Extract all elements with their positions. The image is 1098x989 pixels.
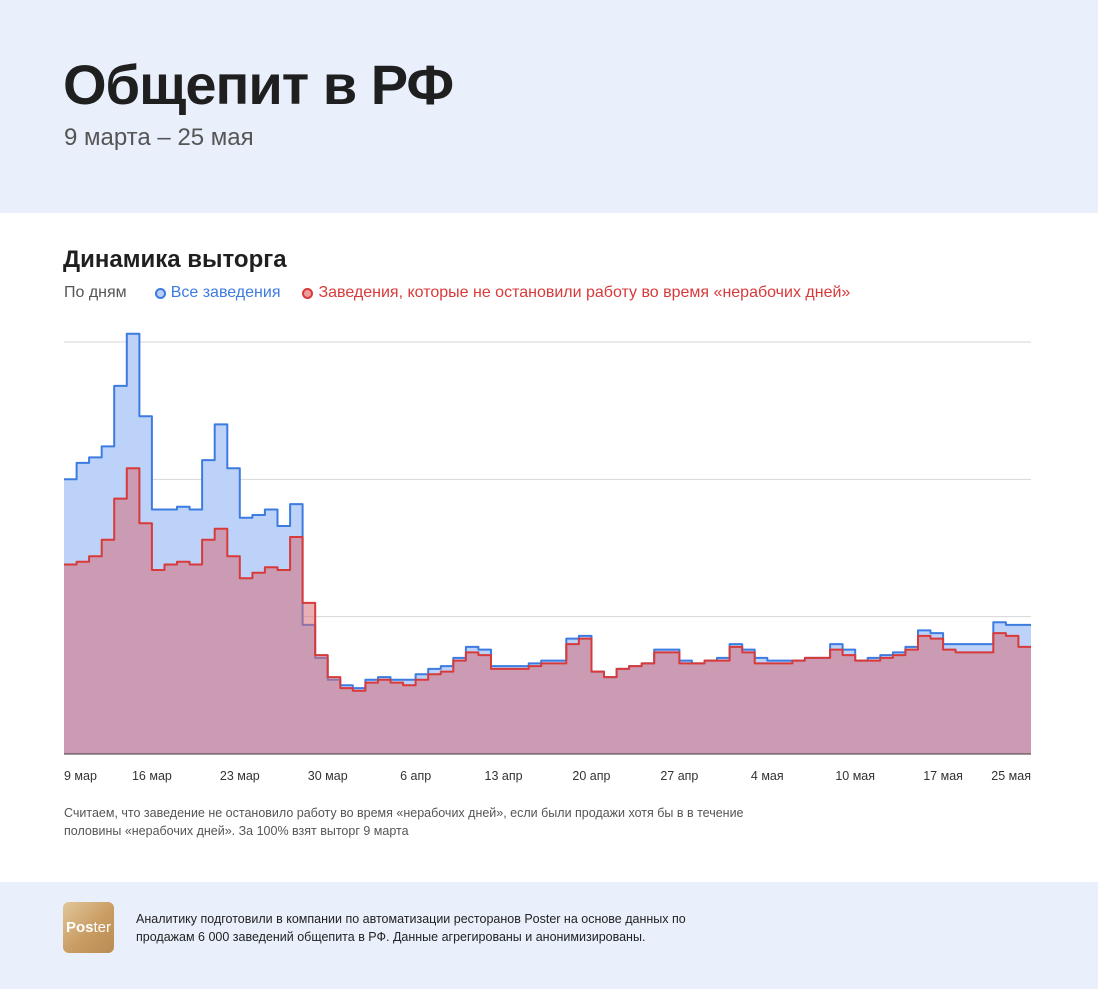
revenue-chart: 9 мар 16 мар 23 мар 30 мар 6 апр 13 апр 20 апр… <box>64 332 1031 783</box>
header-banner: Общепит в РФ 9 марта – 25 мая <box>0 0 1098 213</box>
x-tick-label: 9 мар <box>64 769 97 783</box>
poster-logo: Pos ter <box>63 902 114 953</box>
logo-text-bold: Pos <box>65 919 94 936</box>
legend-item-all: Все заведения <box>154 284 281 302</box>
x-tick-label: 16 мар <box>132 769 172 783</box>
logo-text-thin: ter <box>93 919 112 936</box>
chart-legend: По дням Все заведения Заведения, которые… <box>64 284 872 302</box>
legend-marker-red <box>302 287 314 299</box>
x-tick-label: 20 апр <box>572 769 610 783</box>
x-tick-label: 6 апр <box>400 769 431 783</box>
page-title: Общепит в РФ <box>63 53 454 116</box>
legend-marker-blue <box>154 287 166 299</box>
x-tick-label: 23 мар <box>220 769 260 783</box>
x-tick-label: 30 мар <box>308 769 348 783</box>
series-area-2 <box>64 468 1031 754</box>
period-mode-label: По дням <box>64 284 127 301</box>
footer-attribution: Аналитику подготовили в компании по авто… <box>136 912 686 944</box>
x-tick-label: 4 мая <box>751 769 784 783</box>
series-line-2 <box>64 467 1031 692</box>
x-tick-label: 27 апр <box>660 769 698 783</box>
date-range: 9 марта – 25 мая <box>64 124 254 151</box>
methodology-note: Считаем, что заведение не остановило раб… <box>64 806 744 838</box>
x-tick-label: 25 мая <box>991 769 1031 783</box>
legend-label-working: Заведения, которые не остановили работу … <box>318 284 851 301</box>
legend-item-working: Заведения, которые не остановили работу … <box>302 284 850 302</box>
legend-label-all: Все заведения <box>170 284 281 301</box>
x-tick-label: 10 мая <box>835 769 875 783</box>
x-tick-label: 13 апр <box>485 769 523 783</box>
chart-title: Динамика выторга <box>63 246 287 273</box>
x-tick-label: 17 мая <box>923 769 963 783</box>
footer: Pos ter Аналитику подготовили в компании … <box>0 882 1098 989</box>
